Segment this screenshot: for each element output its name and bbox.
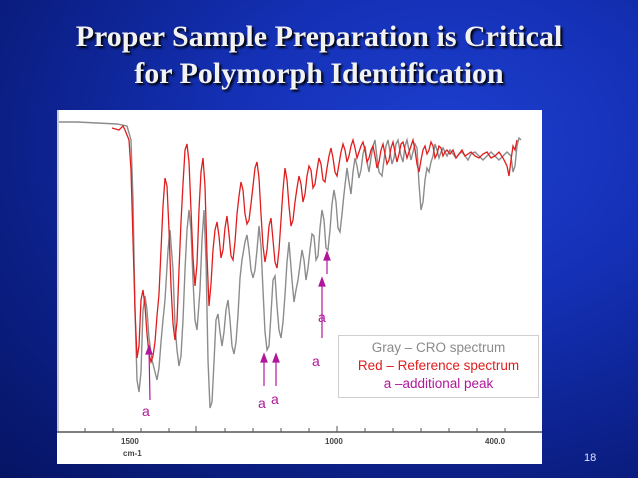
red-spectrum-line bbox=[111, 124, 518, 365]
arrow-2-head bbox=[260, 352, 268, 363]
arrow-3-head bbox=[272, 352, 280, 363]
legend-gray: Gray – CRO spectrum bbox=[371, 340, 506, 355]
legend-additional: a –additional peak bbox=[383, 376, 494, 391]
slide-title: Proper Sample Preparation is Critical fo… bbox=[0, 18, 638, 92]
arrow-5-head bbox=[323, 250, 331, 261]
annotation-a-2: a bbox=[258, 395, 266, 411]
tick-label-1000: 1000 bbox=[325, 437, 343, 446]
page-number: 18 bbox=[584, 452, 597, 464]
arrow-1 bbox=[148, 349, 151, 401]
title-line-1: Proper Sample Preparation is Critical bbox=[75, 20, 563, 53]
annotation-a-3: a bbox=[271, 391, 279, 407]
tick-label-400: 400.0 bbox=[485, 437, 506, 446]
title-line-2: for Polymorph Identification bbox=[134, 57, 504, 90]
arrow-4-head bbox=[318, 276, 326, 287]
spectrum-figure: 1500 1000 400.0 cm-1 bbox=[57, 110, 542, 464]
spectrum-plot: 1500 1000 400.0 cm-1 bbox=[57, 110, 542, 458]
legend-red: Red – Reference spectrum bbox=[357, 358, 520, 373]
x-axis-unit-label: cm-1 bbox=[123, 449, 142, 458]
x-axis-ticks bbox=[84, 426, 506, 432]
legend-box: Gray – CRO spectrum Red – Reference spec… bbox=[338, 335, 539, 398]
peak-arrows bbox=[145, 250, 331, 401]
annotation-a-4: a bbox=[312, 353, 320, 369]
annotation-a-5: a bbox=[318, 309, 326, 325]
tick-label-1500: 1500 bbox=[121, 437, 139, 446]
gray-spectrum-line bbox=[59, 121, 522, 409]
arrow-1-head bbox=[145, 344, 153, 355]
annotation-a-1: a bbox=[142, 403, 150, 419]
